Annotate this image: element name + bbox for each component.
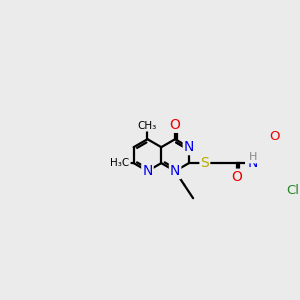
Text: H₃C: H₃C xyxy=(110,158,130,168)
Text: Cl: Cl xyxy=(286,184,299,197)
Text: N: N xyxy=(184,140,194,154)
Text: N: N xyxy=(142,164,153,178)
Text: S: S xyxy=(200,156,209,170)
Text: O: O xyxy=(170,118,181,132)
Text: O: O xyxy=(269,130,279,143)
Text: N: N xyxy=(170,164,180,178)
Text: H: H xyxy=(248,152,257,163)
Text: CH₃: CH₃ xyxy=(138,121,157,130)
Text: N: N xyxy=(248,156,258,170)
Text: O: O xyxy=(231,170,242,184)
